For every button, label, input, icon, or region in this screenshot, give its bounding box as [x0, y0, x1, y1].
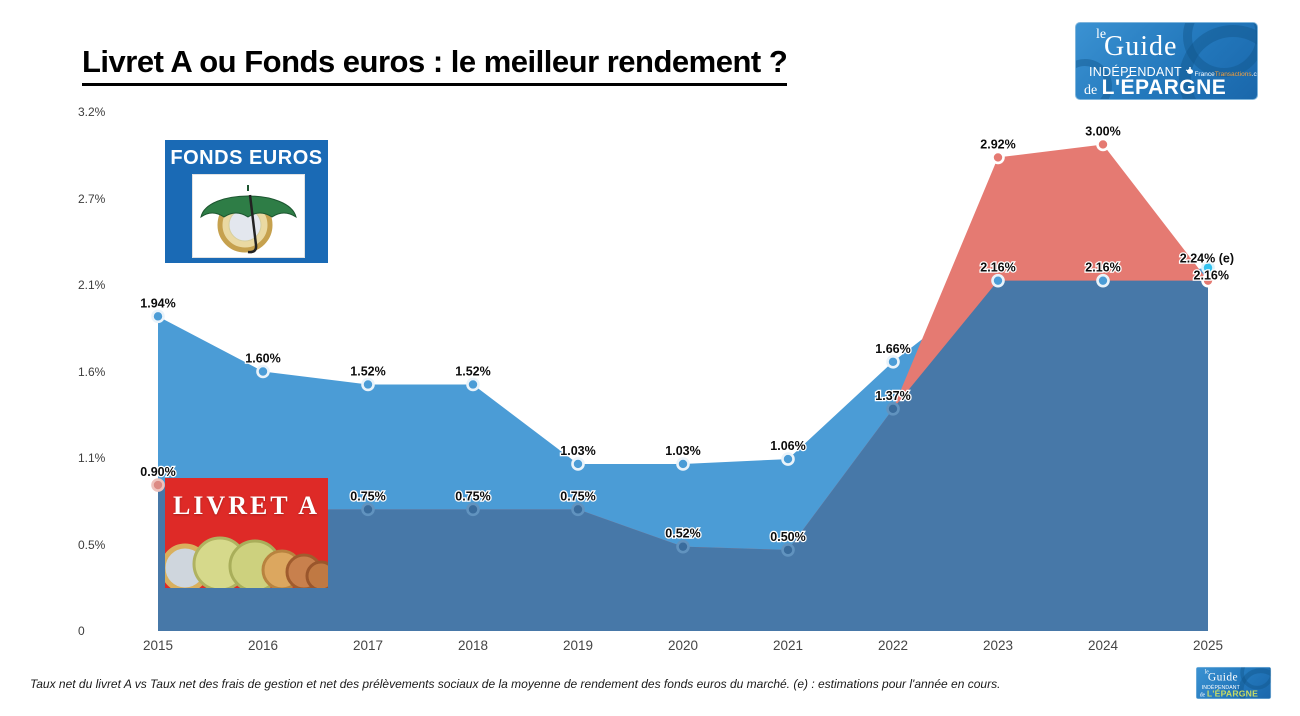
livret-a-point-label: 1.37%	[875, 389, 910, 403]
x-tick-label: 2021	[772, 638, 804, 653]
livret-a-point-label: 0.75%	[560, 489, 595, 503]
livret-a-point-label: 0.90%	[140, 465, 175, 479]
livret-a-point-label: 0.50%	[770, 530, 805, 544]
livret-a-point-marker	[991, 150, 1005, 165]
logo-word-epargne-row: de L'ÉPARGNE	[1084, 76, 1227, 99]
logo-word-independant: INDÉPENDANT FranceTransactions.com	[1089, 65, 1257, 79]
fonds-euros-point-label: 1.03%	[665, 444, 700, 458]
fonds-euros-point-label: 1.94%	[140, 296, 175, 310]
livret-a-point-marker	[1096, 137, 1110, 152]
logo-independant-text: INDÉPENDANT	[1089, 65, 1182, 79]
y-tick-label: 1.1%	[78, 451, 106, 465]
livret-a-badge: LIVRET A	[165, 478, 328, 588]
fonds-euros-point-marker	[1096, 273, 1110, 288]
livret-a-badge-label: LIVRET A	[172, 491, 321, 520]
umbrella-euro-image	[192, 174, 305, 258]
livret-a-point-marker	[1201, 273, 1215, 288]
logo-word-independant: INDÉPENDANT	[1202, 685, 1240, 691]
x-tick-label: 2015	[142, 638, 174, 653]
y-tick-label: 0	[78, 624, 85, 638]
fonds-euros-point-label: 1.52%	[455, 364, 490, 378]
fonds-euros-point-marker	[1201, 260, 1215, 275]
fonds-euros-point-label: 1.60%	[245, 352, 280, 366]
logo-word-de: de	[1084, 83, 1098, 98]
logo-word-epargne-row: de L'ÉPARGNE	[1199, 689, 1259, 699]
livret-a-point-label: 2.92%	[980, 137, 1015, 151]
x-tick-label: 2018	[457, 638, 489, 653]
fonds-euros-point-label: 2.16%	[980, 261, 1015, 275]
fonds-euros-point-label: 1.52%	[350, 364, 385, 378]
fonds-euros-point-marker	[781, 452, 795, 466]
logo-word-epargne: L'ÉPARGNE	[1206, 689, 1259, 699]
logo-word-epargne: L'ÉPARGNE	[1101, 76, 1227, 99]
footnote: Taux net du livret A vs Taux net des fra…	[30, 677, 1001, 691]
livret-a-point-marker	[571, 502, 585, 517]
x-tick-label: 2016	[247, 638, 279, 653]
logo-word-guide: Guide	[1104, 31, 1178, 62]
livret-a-point-label: 0.75%	[350, 489, 385, 503]
livret-a-point-marker	[466, 502, 480, 517]
logo-word-guide: Guide	[1207, 670, 1238, 684]
livret-a-point-marker	[886, 402, 900, 416]
logo-word-le: le	[1096, 27, 1107, 42]
logo-word-de: de	[1199, 692, 1206, 699]
fonds-euros-point-marker	[886, 354, 900, 369]
x-tick-label: 2024	[1087, 638, 1119, 653]
y-tick-label: 2.7%	[78, 191, 106, 206]
fonds-euros-point-marker	[991, 273, 1005, 288]
guide-epargne-logo: le Guide INDÉPENDANT FranceTransactions.…	[1075, 22, 1258, 100]
euro-coins-icon	[165, 536, 328, 588]
fonds-euros-badge-label: FONDS EUROS	[170, 147, 323, 169]
guide-epargne-logo-small: le Guide INDÉPENDANT de L'ÉPARGNE	[1196, 667, 1272, 699]
teapot-icon	[1186, 67, 1194, 74]
livret-a-point-marker	[151, 478, 165, 492]
x-tick-label: 2022	[877, 638, 909, 653]
fonds-euros-point-marker	[151, 309, 165, 324]
fonds-euros-badge: FONDS EUROS	[165, 140, 328, 263]
fonds-euros-point-label: 2.24% (e)	[1180, 252, 1234, 266]
logo-word-le: le	[1204, 669, 1209, 676]
livret-a-point-label: 3.00%	[1085, 124, 1120, 138]
y-tick-label: 2.1%	[78, 278, 106, 292]
y-tick-label: 3.2%	[78, 105, 106, 119]
umbrella-coin-icon	[200, 185, 297, 254]
logo-independant-text: INDÉPENDANT	[1201, 684, 1240, 691]
logo-decor-circle	[1238, 668, 1271, 699]
logo-site-mid: Transactions	[1214, 71, 1252, 78]
fonds-euros-point-label: 2.16%	[1085, 261, 1120, 275]
logo-decor-circle	[1076, 59, 1112, 99]
fonds-euros-point-label: 1.03%	[560, 444, 595, 458]
livret-a-point-label: 0.75%	[455, 489, 490, 503]
x-tick-label: 2023	[982, 638, 1014, 653]
livret-a-point-marker	[781, 543, 795, 557]
fonds-euros-point-marker	[676, 457, 690, 471]
logo-site-text: FranceTransactions.com	[1185, 67, 1257, 78]
x-tick-label: 2020	[667, 638, 699, 653]
logo-site-suffix: .com	[1251, 71, 1257, 78]
page-title: Livret A ou Fonds euros : le meilleur re…	[82, 44, 788, 86]
fonds-euros-point-label: 1.66%	[875, 342, 910, 356]
fonds-euros-point-marker	[571, 457, 585, 471]
livret-a-point-marker	[361, 502, 375, 517]
x-tick-label: 2017	[352, 638, 384, 653]
livret-a-point-label: 0.52%	[665, 527, 700, 541]
logo-site-prefix: France	[1194, 71, 1215, 78]
x-tick-label: 2019	[562, 638, 594, 653]
livret-a-point-marker	[676, 539, 690, 554]
fonds-euros-point-marker	[256, 364, 270, 379]
fonds-euros-point-marker	[361, 377, 375, 392]
y-tick-label: 0.5%	[78, 537, 106, 552]
x-tick-label: 2025	[1192, 638, 1224, 653]
overlap-area	[158, 280, 1208, 631]
livret-a-point-label: 2.16%	[1194, 269, 1229, 283]
y-tick-label: 1.6%	[78, 364, 106, 379]
fonds-euros-point-label: 1.06%	[770, 439, 805, 453]
fonds-euros-point-marker	[466, 377, 480, 392]
